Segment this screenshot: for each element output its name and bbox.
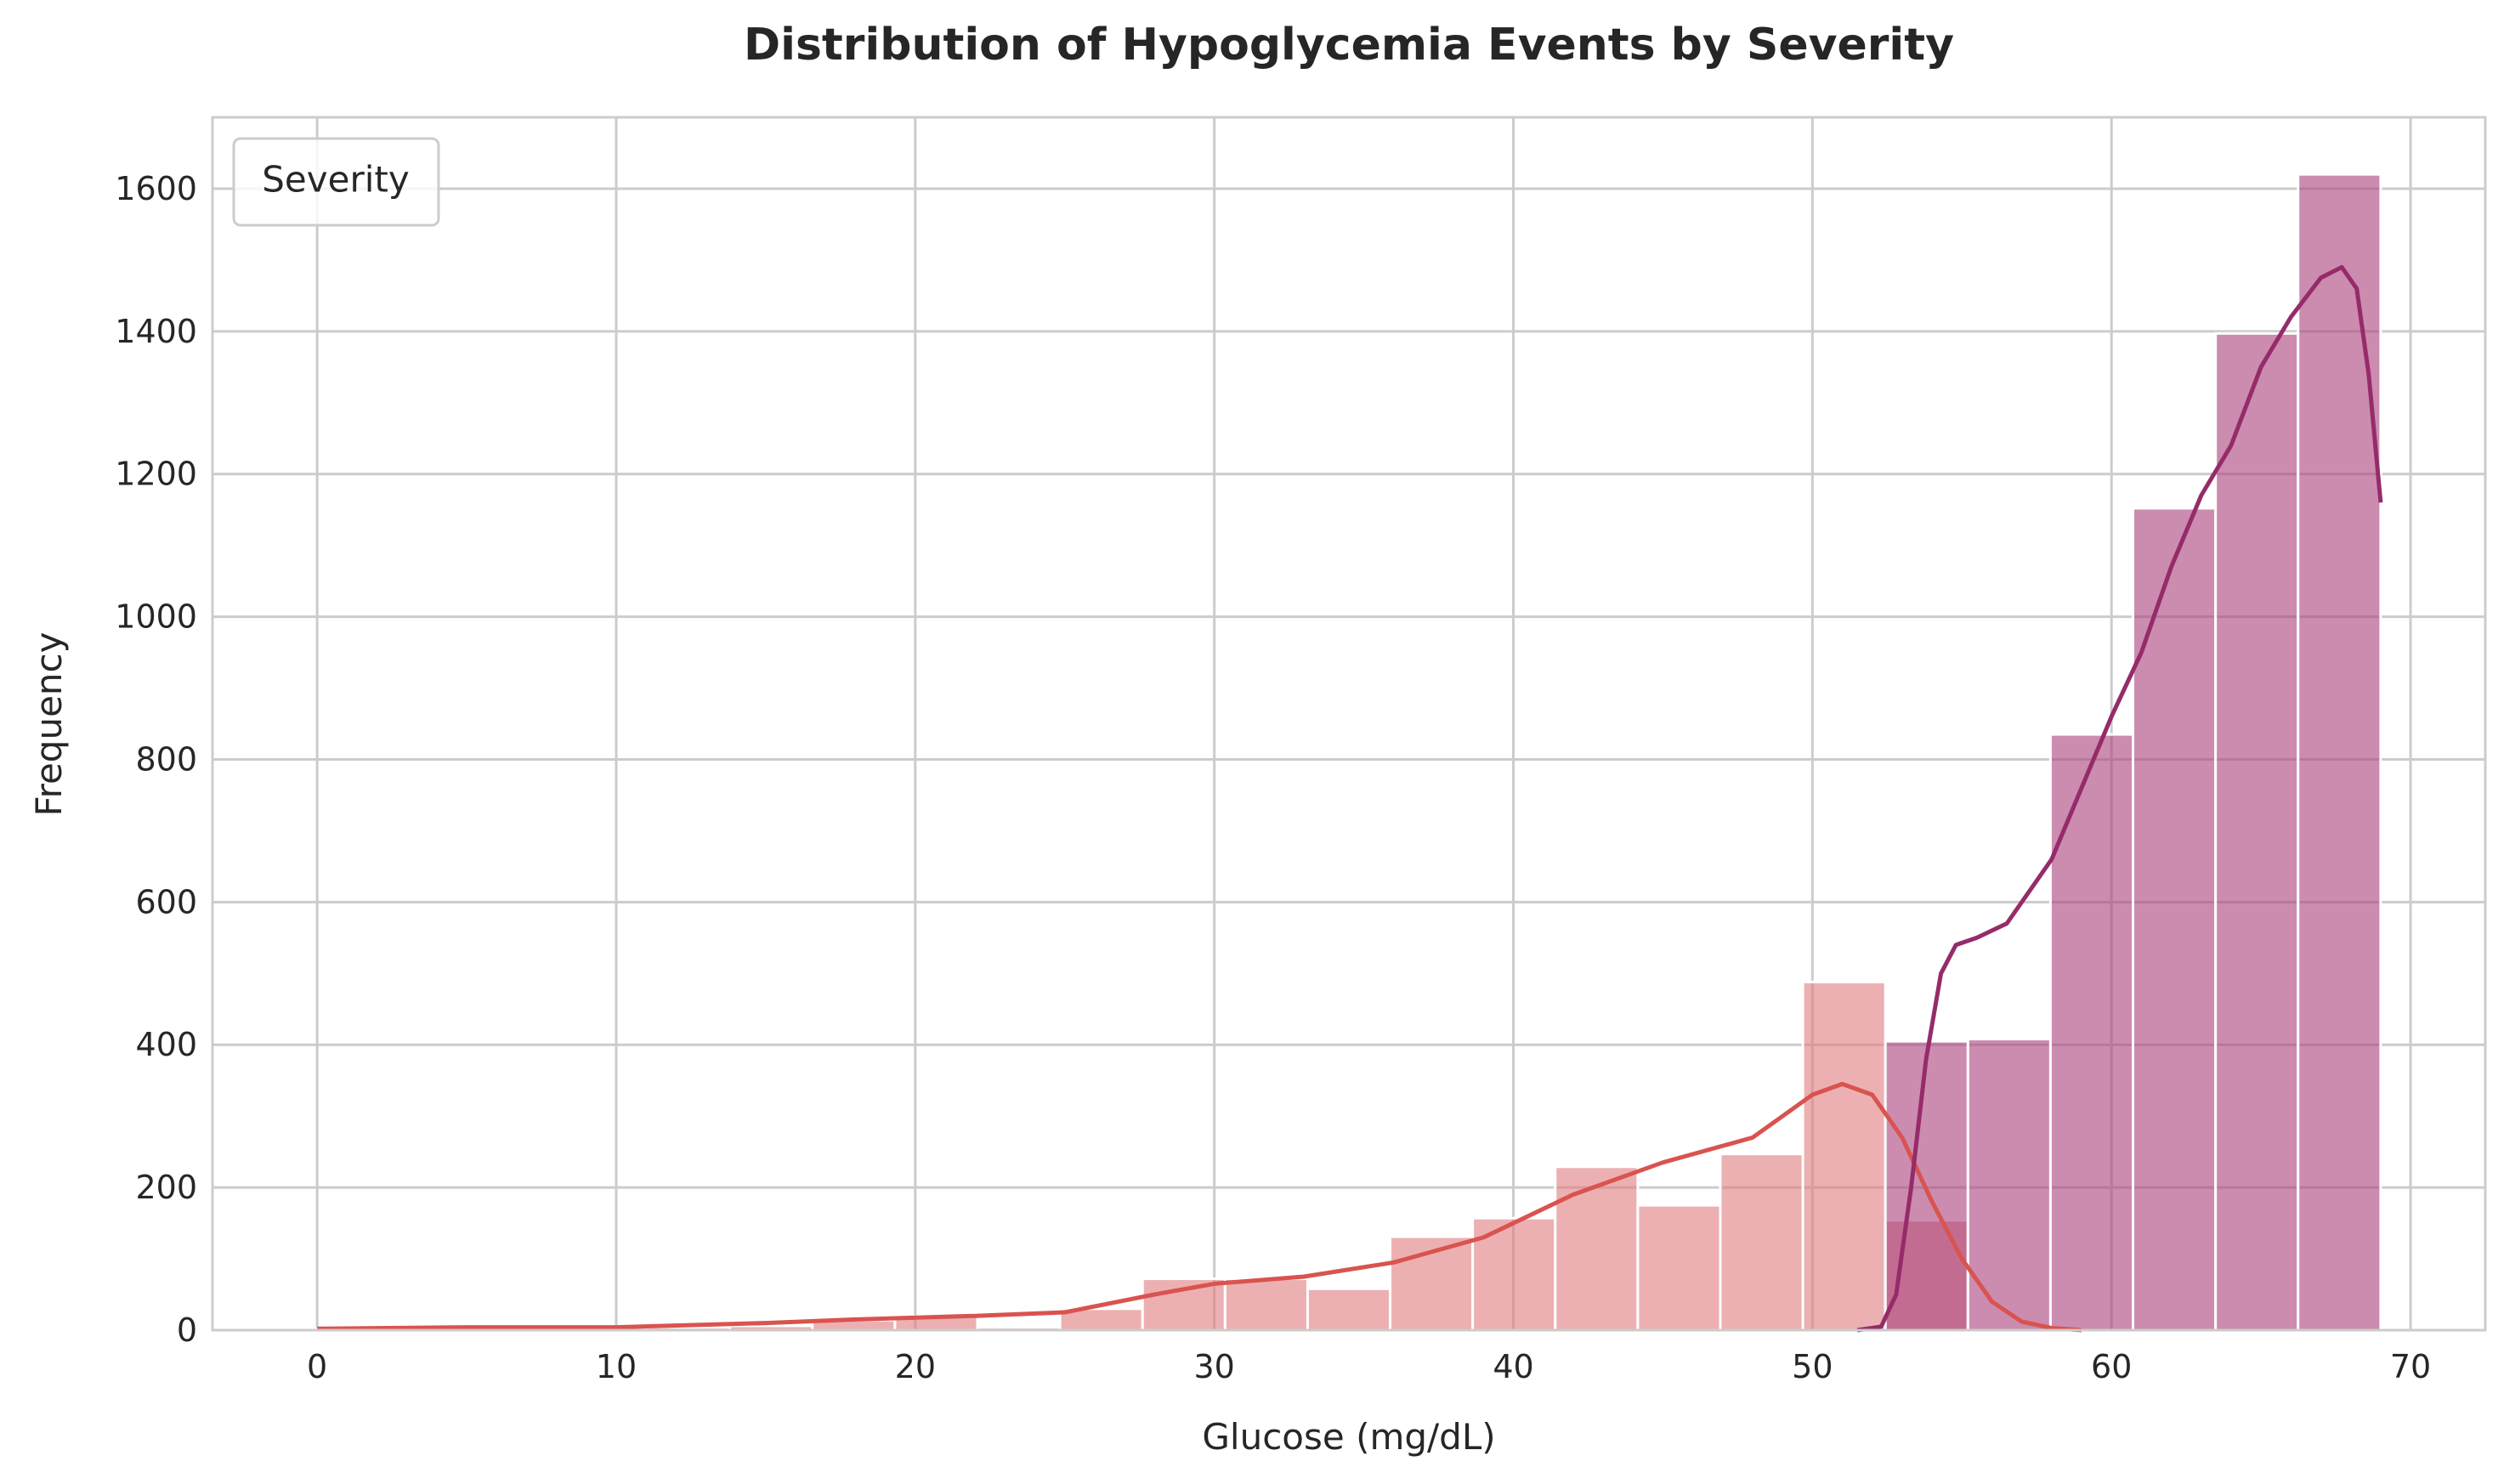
chart-title: Distribution of Hypoglycemia Events by S… (744, 20, 1954, 71)
x-tick-label: 70 (2390, 1348, 2431, 1385)
tick-layer: 0 10 20 30 40 50 60 70 0 200 400 600 800 1000 1200 1400… (115, 170, 2431, 1385)
kde-line (317, 1081, 2082, 1333)
histogram-bar (1636, 1204, 1722, 1332)
histogram-bar (1554, 1165, 1640, 1332)
x-tick-label: 0 (307, 1348, 327, 1385)
histogram-bar (1801, 980, 1887, 1332)
y-tick-label: 1400 (115, 313, 197, 350)
y-tick-label: 1200 (115, 456, 197, 493)
y-tick-label: 800 (135, 740, 197, 778)
x-tick-label: 20 (895, 1348, 936, 1385)
histogram-bar (1141, 1277, 1227, 1332)
histogram-bar (1306, 1287, 1392, 1332)
legend-box (232, 137, 440, 227)
histogram-bar (2048, 733, 2135, 1332)
histogram-bar (1223, 1277, 1309, 1332)
x-tick-label: 40 (1493, 1348, 1533, 1385)
x-tick-label: 10 (596, 1348, 637, 1385)
y-tick-label: 600 (135, 883, 197, 920)
legend: Severity (232, 137, 440, 227)
x-axis-title: Glucose (mg/dL) (1202, 1416, 1495, 1458)
kde-line (1856, 264, 2383, 1333)
histogram-bar (2297, 173, 2382, 1332)
histogram-bar (1719, 1153, 1804, 1332)
histogram-bar (2214, 331, 2300, 1332)
plot-frame (211, 116, 2487, 1332)
legend-title: Severity (262, 159, 409, 201)
y-tick-label: 200 (135, 1169, 197, 1206)
y-axis-title: Frequency (28, 632, 70, 817)
y-tick-label: 400 (135, 1026, 197, 1063)
y-tick-label: 1000 (115, 598, 197, 636)
y-tick-label: 1600 (115, 170, 197, 207)
bars-series-b (1884, 173, 2382, 1332)
x-tick-label: 60 (2091, 1348, 2132, 1385)
kde-layer (317, 264, 2383, 1333)
histogram-bar (2132, 507, 2218, 1332)
x-tick-label: 30 (1193, 1348, 1234, 1385)
y-tick-label: 0 (177, 1311, 197, 1349)
x-tick-label: 50 (1792, 1348, 1833, 1385)
